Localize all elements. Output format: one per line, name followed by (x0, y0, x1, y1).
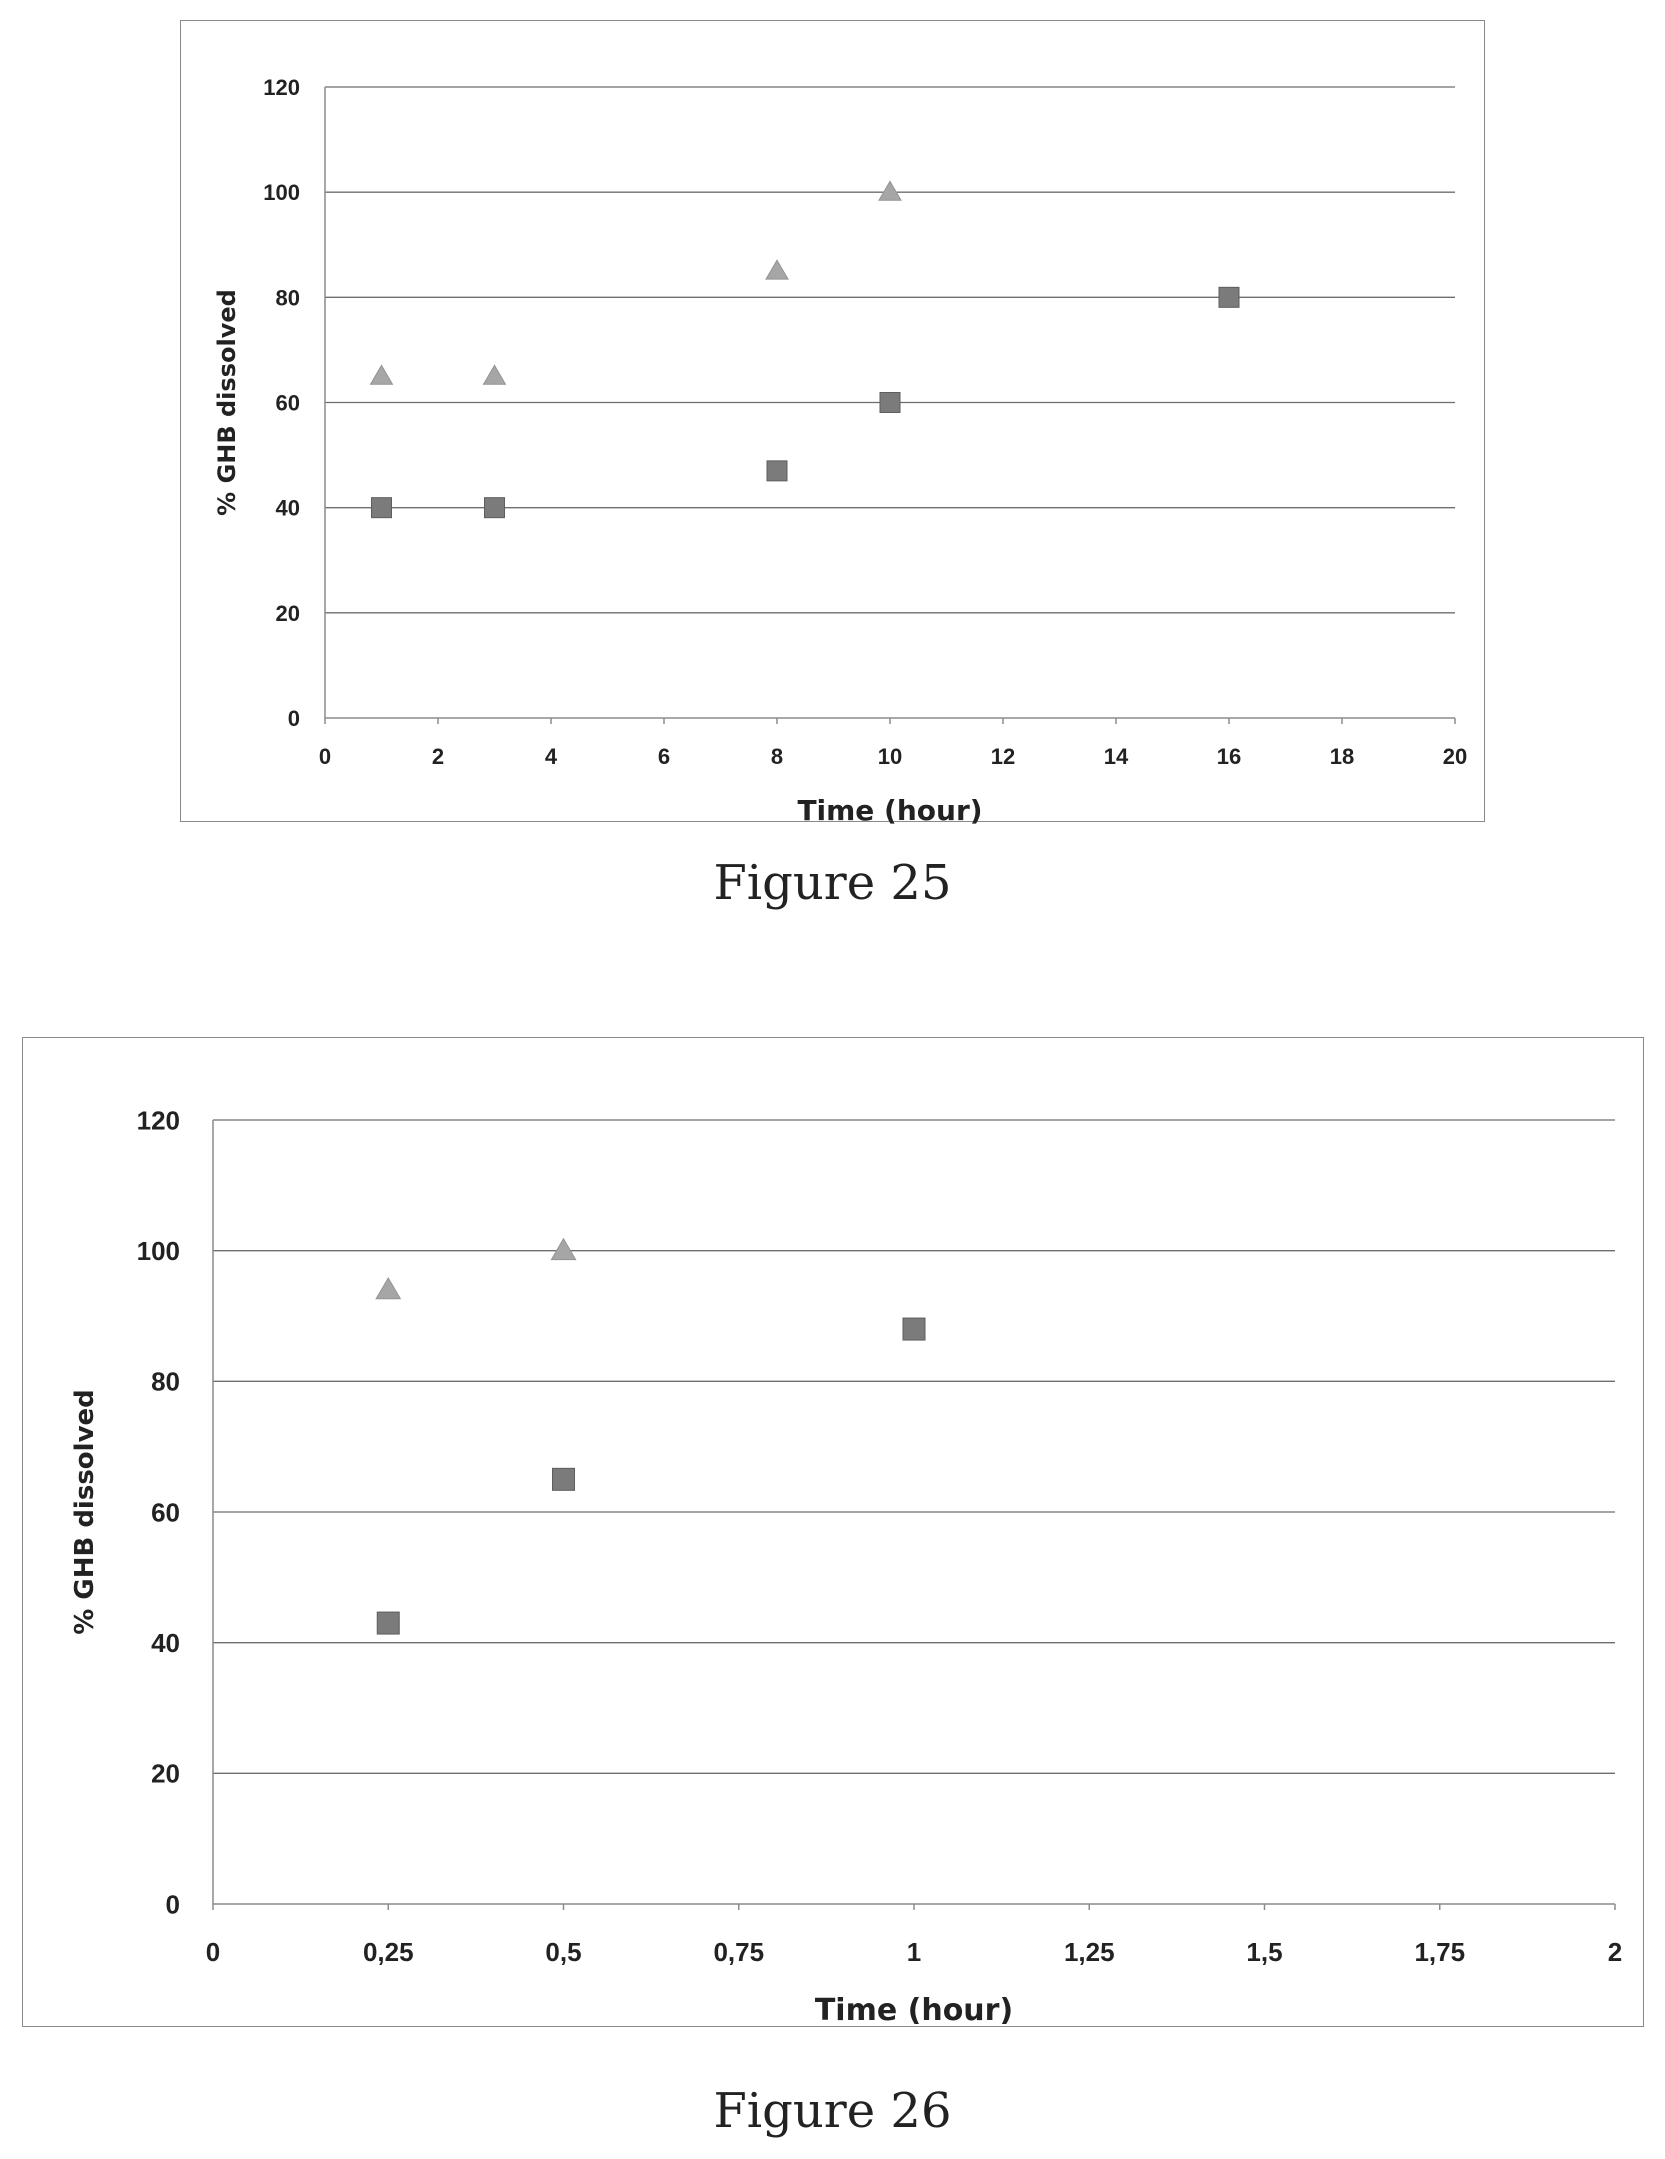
data-point-triangle (369, 364, 394, 385)
x-tick-label: 0,75 (713, 1937, 764, 1967)
x-axis-title: Time (hour) (797, 794, 982, 827)
chart-frame-figure-25 (180, 20, 1485, 822)
x-tick-label: 2 (1608, 1937, 1622, 1967)
y-tick-label: 40 (276, 496, 300, 521)
data-point-triangle (878, 180, 902, 201)
data-point-square (371, 497, 392, 519)
y-tick-label: 100 (137, 1236, 180, 1266)
x-tick-label: 1,75 (1414, 1937, 1465, 1967)
data-point-square (766, 460, 788, 482)
chart-1: 0 20 40 60 80 100 120 0 2 4 6 8 10 12 14 16 18 20 Time (ho… (213, 75, 1467, 827)
x-tick-label: 6 (658, 744, 670, 769)
x-tick-label: 2 (432, 744, 444, 769)
x-tick-label: 0 (206, 1937, 220, 1967)
y-tick-label: 60 (276, 390, 300, 415)
y-tick-label: 0 (166, 1889, 180, 1919)
x-tick-label: 8 (771, 744, 783, 769)
x-tick-label: 20 (1443, 744, 1467, 769)
data-point-triangle (550, 1237, 577, 1261)
x-tick-label: 4 (545, 744, 558, 769)
x-tick-label: 0 (319, 744, 331, 769)
y-tick-label: 20 (276, 601, 300, 626)
figure-26-caption: Figure 26 (713, 2083, 952, 2139)
x-tick-label: 1,5 (1246, 1937, 1282, 1967)
data-point-square (376, 1611, 400, 1635)
x-tick-label: 12 (991, 744, 1015, 769)
y-tick-label: 80 (151, 1367, 180, 1397)
data-point-square (484, 497, 505, 519)
data-point-square (1218, 286, 1240, 308)
data-point-triangle (765, 259, 789, 280)
y-tick-label: 100 (263, 180, 300, 205)
y-tick-label: 120 (137, 1105, 180, 1135)
y-axis-title: % GHB dissolved (70, 1389, 100, 1635)
x-tick-label: 0,5 (545, 1937, 581, 1967)
x-tick-label: 1,25 (1064, 1937, 1115, 1967)
y-tick-label: 60 (151, 1497, 180, 1527)
y-tick-label: 40 (151, 1628, 180, 1658)
x-tick-label: 1 (907, 1937, 921, 1967)
data-point-triangle (482, 364, 507, 385)
y-tick-label: 80 (276, 285, 300, 310)
figure-25-caption: Figure 25 (713, 855, 952, 911)
x-tick-label: 16 (1217, 744, 1241, 769)
data-point-square (552, 1467, 575, 1491)
chart-2: 0 20 40 60 80 100 120 0 0,25 0,5 0,75 1 1,25 1,5 1,75 2… (70, 1105, 1622, 2028)
data-point-triangle (375, 1276, 402, 1300)
y-tick-label: 120 (263, 75, 300, 100)
y-tick-label: 0 (288, 706, 300, 731)
y-axis-title: % GHB dissolved (213, 289, 241, 516)
x-tick-label: 18 (1330, 744, 1354, 769)
x-tick-label: 14 (1104, 744, 1129, 769)
y-tick-label: 20 (151, 1759, 180, 1789)
data-point-square (879, 392, 901, 413)
data-point-square (902, 1317, 926, 1341)
x-tick-label: 10 (878, 744, 902, 769)
x-tick-label: 0,25 (363, 1937, 414, 1967)
chart-frame-figure-26 (22, 1037, 1644, 2027)
x-axis-title: Time (hour) (815, 1993, 1013, 2028)
